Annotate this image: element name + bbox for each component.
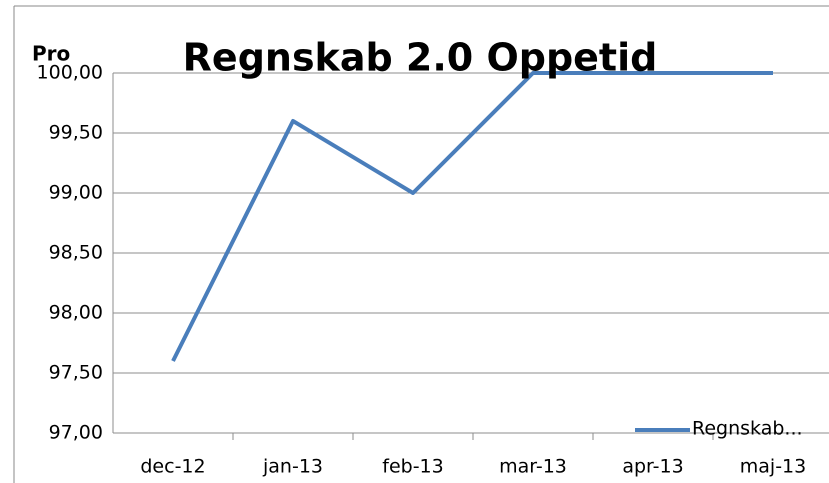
- y-tick-label: 99,00: [49, 182, 103, 204]
- x-tick-label: dec-12: [140, 456, 205, 478]
- x-tick-label: maj-13: [740, 456, 806, 478]
- x-tick-label: mar-13: [499, 456, 567, 478]
- y-tick-label: 98,50: [49, 242, 103, 264]
- chart-title: Regnskab 2.0 Oppetid: [183, 36, 658, 80]
- y-tick-label: 99,50: [49, 122, 103, 144]
- y-axis-label: Pro: [32, 42, 70, 66]
- y-tick-label: 98,00: [49, 302, 103, 324]
- x-tick-label: apr-13: [622, 456, 683, 478]
- series-line: [171, 71, 773, 362]
- x-tick-label: jan-13: [262, 456, 323, 478]
- y-tick-label: 97,00: [49, 422, 103, 444]
- y-tick-label: 97,50: [49, 362, 103, 384]
- x-tick-label: feb-13: [382, 456, 443, 478]
- legend-label: Regnskab...: [692, 418, 803, 440]
- y-tick-label: 100,00: [37, 62, 103, 84]
